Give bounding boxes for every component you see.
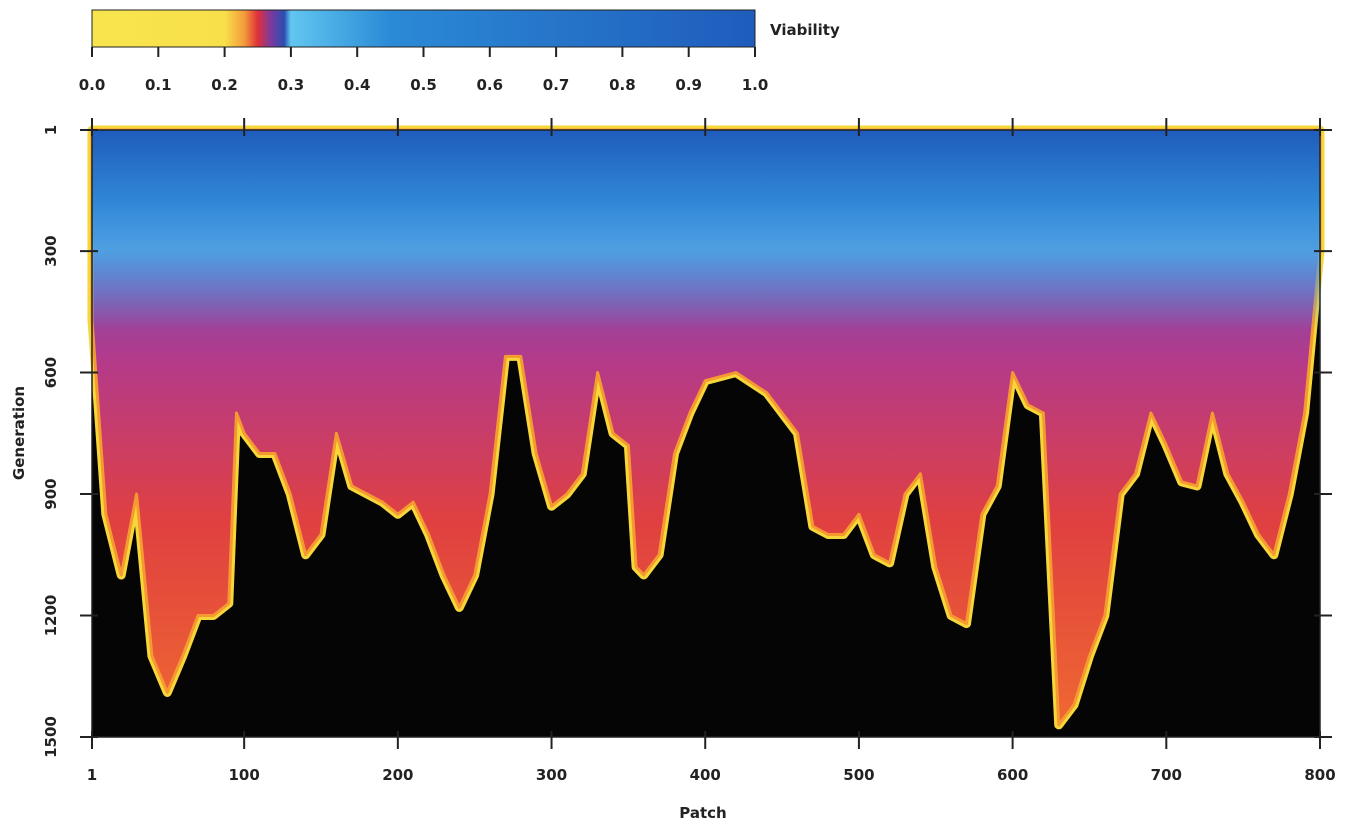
x-tick-label: 800 (1304, 766, 1335, 784)
x-tick-label: 600 (997, 766, 1028, 784)
x-tick-label: 1 (87, 766, 97, 784)
colorbar-tick-label: 1.0 (742, 76, 769, 94)
y-tick-label: 1200 (42, 595, 60, 637)
y-axis-label: Generation (10, 386, 28, 480)
y-tick-label: 900 (42, 478, 60, 509)
y-tick-label: 300 (42, 235, 60, 266)
x-tick-label: 500 (843, 766, 874, 784)
y-tick-label: 600 (42, 357, 60, 388)
colorbar-label: Viability (770, 21, 840, 39)
x-tick-label: 100 (228, 766, 259, 784)
colorbar-tick-label: 0.7 (543, 76, 570, 94)
colorbar-tick-label: 0.1 (145, 76, 172, 94)
high-viability-band (92, 130, 1320, 330)
colorbar (91, 9, 756, 48)
colorbar-tick-label: 0.5 (410, 76, 437, 94)
y-tick-label: 1 (42, 125, 60, 135)
colorbar-tick-label: 0.2 (211, 76, 238, 94)
x-axis-label: Patch (679, 804, 726, 822)
colorbar-tick-label: 0.6 (477, 76, 504, 94)
x-tick-label: 300 (536, 766, 567, 784)
colorbar-tick-label: 0.0 (79, 76, 106, 94)
colorbar-tick-label: 0.4 (344, 76, 371, 94)
y-tick-label: 1500 (42, 716, 60, 758)
x-tick-label: 700 (1151, 766, 1182, 784)
colorbar-tick-label: 0.8 (609, 76, 636, 94)
colorbar-tick-label: 0.9 (675, 76, 702, 94)
x-tick-label: 400 (690, 766, 721, 784)
x-tick-label: 200 (382, 766, 413, 784)
colorbar-tick-label: 0.3 (278, 76, 305, 94)
